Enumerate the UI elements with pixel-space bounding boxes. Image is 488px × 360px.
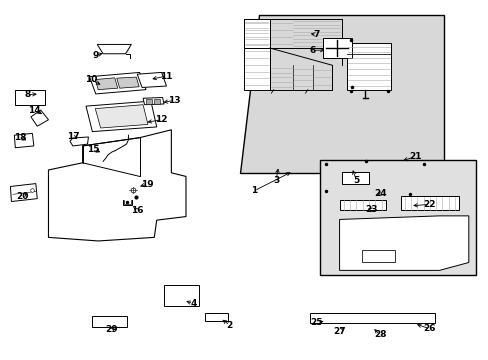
Polygon shape (244, 19, 269, 90)
Text: 3: 3 (272, 176, 279, 185)
Polygon shape (117, 77, 139, 88)
Polygon shape (86, 101, 157, 132)
Text: 20: 20 (17, 192, 29, 201)
Text: 14: 14 (28, 105, 41, 114)
Text: 23: 23 (364, 205, 377, 214)
Polygon shape (10, 184, 37, 202)
Bar (310, 313, 434, 323)
Text: 1: 1 (251, 186, 257, 195)
Polygon shape (154, 99, 159, 104)
Bar (341, 172, 368, 184)
Text: 24: 24 (374, 189, 386, 198)
Text: 13: 13 (167, 96, 180, 105)
Text: 21: 21 (408, 152, 421, 161)
Text: 26: 26 (423, 324, 435, 333)
Bar (15, 90, 44, 105)
Bar (92, 316, 127, 327)
Text: 7: 7 (313, 30, 319, 39)
Text: 18: 18 (14, 133, 26, 142)
Text: 9: 9 (92, 51, 99, 60)
Bar (322, 39, 351, 58)
Polygon shape (143, 98, 163, 105)
Text: 10: 10 (84, 75, 97, 84)
Polygon shape (14, 134, 34, 148)
Text: 2: 2 (226, 321, 232, 330)
Text: 8: 8 (24, 90, 31, 99)
Text: 6: 6 (309, 46, 315, 55)
Bar (400, 196, 458, 211)
Text: 11: 11 (160, 72, 172, 81)
Bar (346, 43, 390, 90)
Polygon shape (239, 15, 444, 173)
Bar (339, 200, 385, 211)
Text: 28: 28 (373, 330, 386, 339)
Polygon shape (137, 72, 166, 87)
Polygon shape (95, 78, 118, 90)
Text: 25: 25 (310, 318, 322, 327)
Text: 29: 29 (105, 325, 118, 334)
Polygon shape (89, 72, 146, 94)
Bar (204, 313, 227, 320)
Polygon shape (146, 99, 152, 104)
Polygon shape (31, 110, 48, 126)
Text: 15: 15 (87, 145, 100, 154)
Text: 17: 17 (67, 132, 80, 141)
Text: 27: 27 (333, 327, 345, 336)
Text: 5: 5 (353, 176, 359, 185)
Text: 19: 19 (141, 180, 153, 189)
Bar (361, 250, 394, 262)
Polygon shape (97, 44, 131, 54)
Text: 12: 12 (155, 115, 167, 124)
Polygon shape (70, 137, 88, 146)
Bar (320, 160, 475, 275)
Polygon shape (339, 216, 468, 270)
Text: 16: 16 (131, 206, 143, 215)
Text: 22: 22 (423, 200, 435, 209)
Polygon shape (95, 105, 148, 128)
Bar (163, 285, 199, 306)
Text: 4: 4 (190, 299, 196, 308)
